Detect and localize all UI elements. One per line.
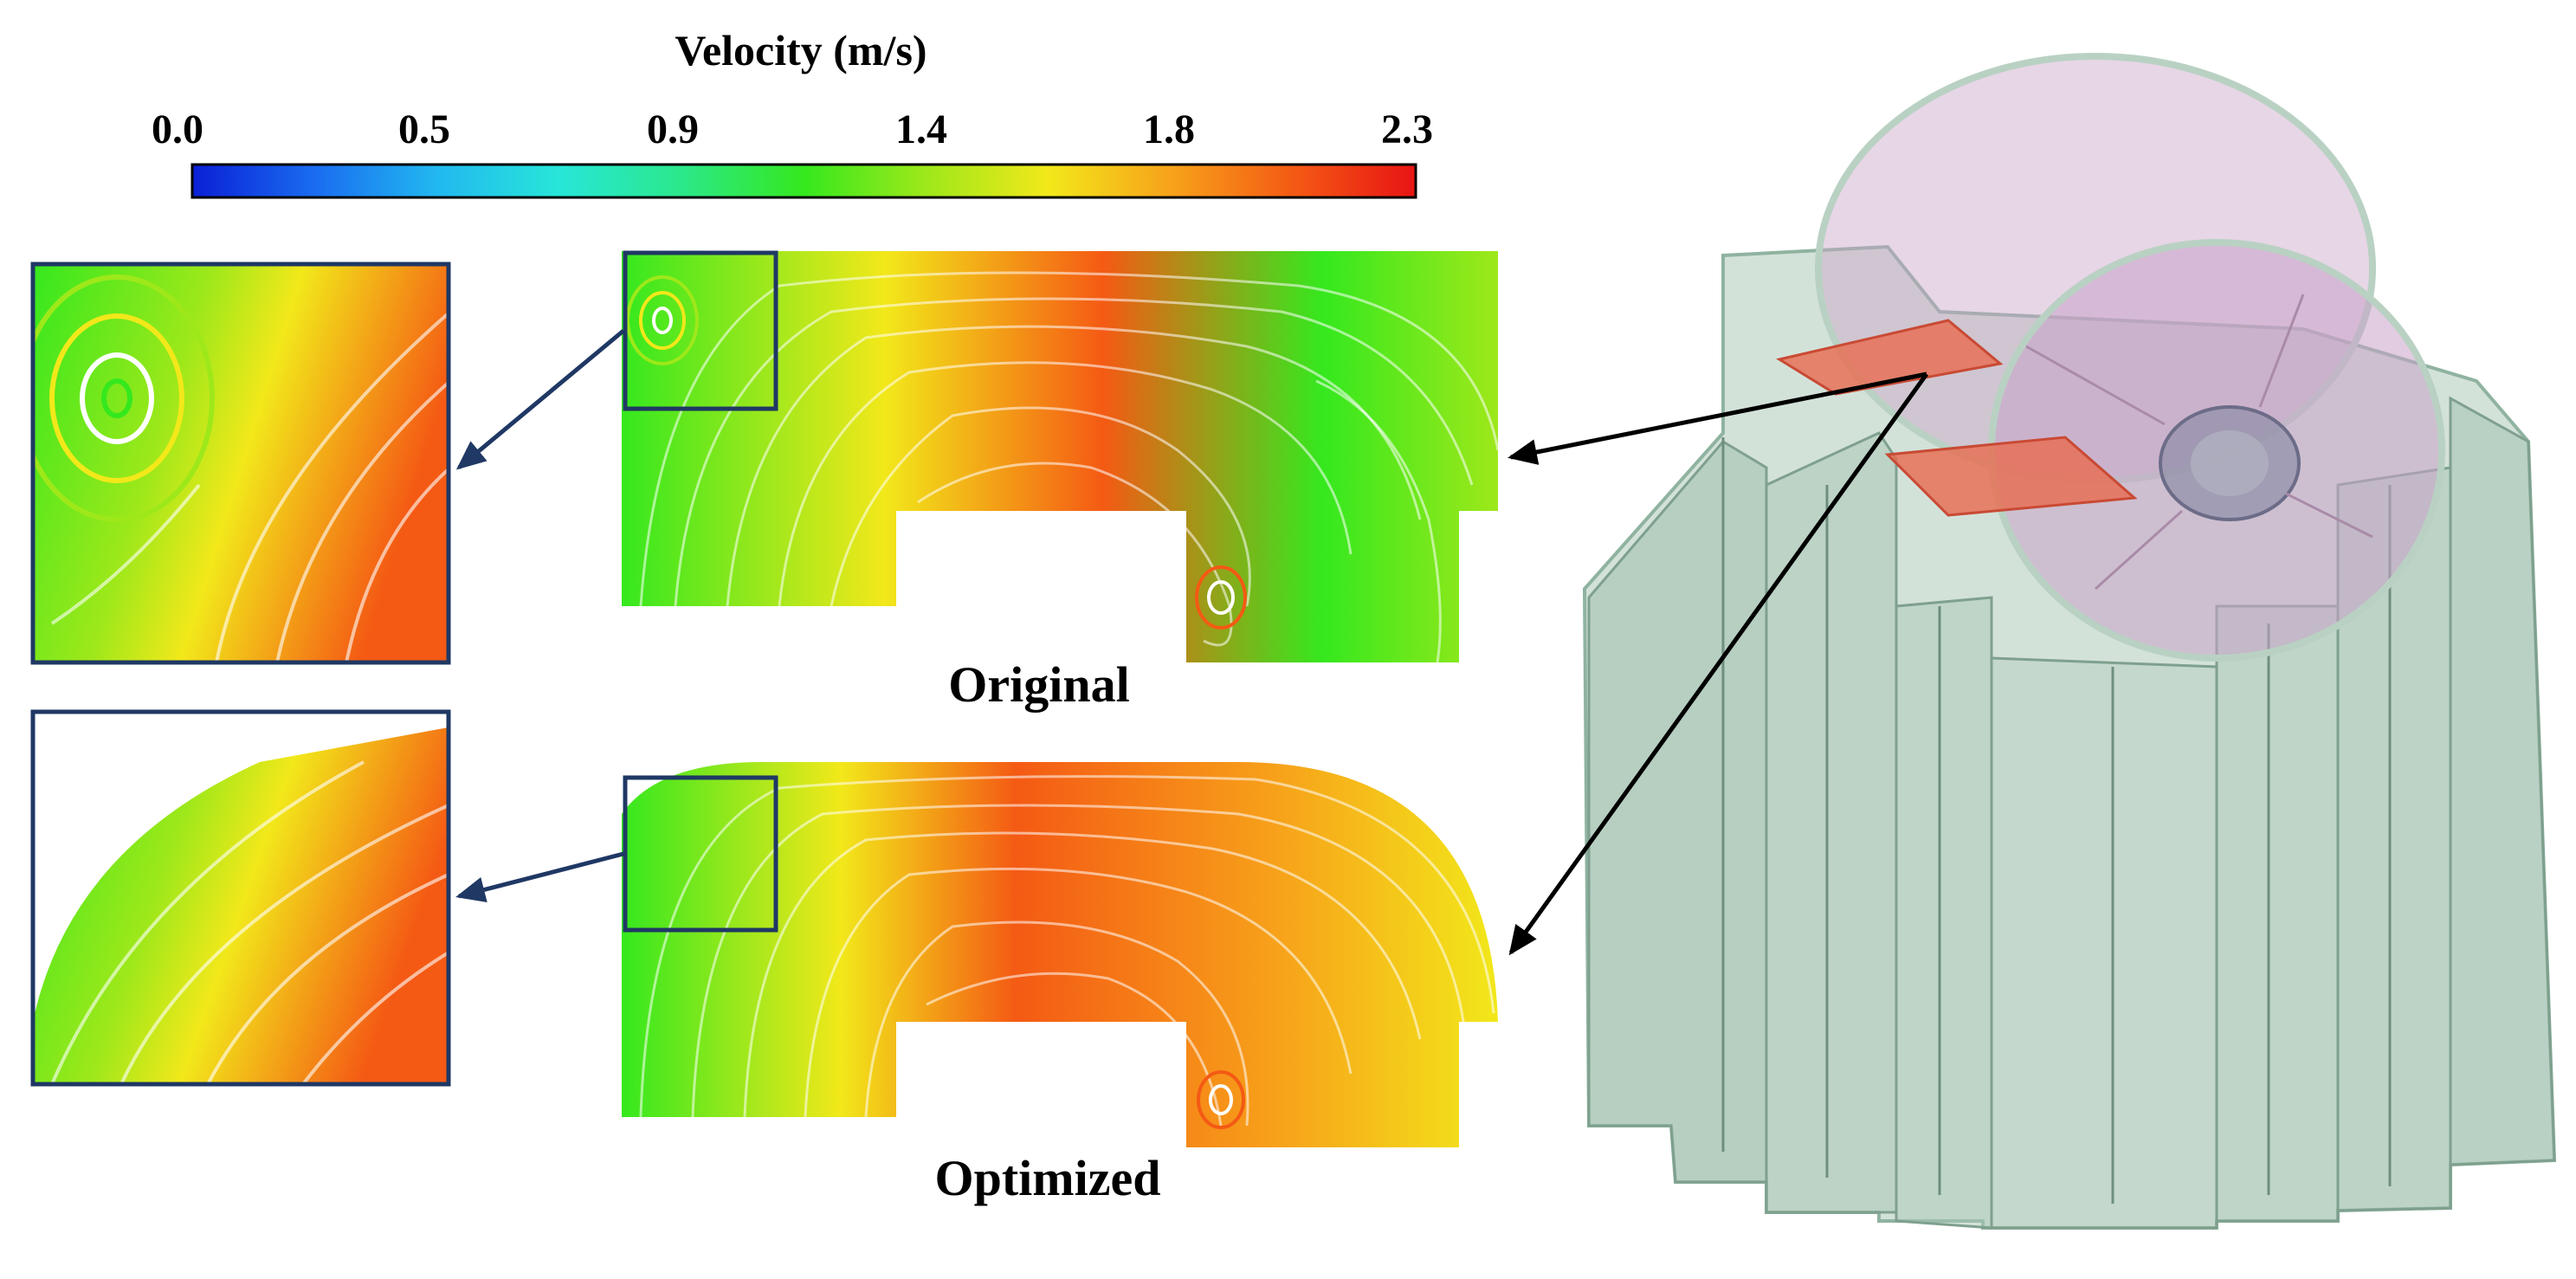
- colorbar-tick-2: 0.9: [647, 107, 699, 152]
- pointer-arrow-original: [1508, 371, 1927, 465]
- colorbar: Velocity (m/s) 0.0 0.5 0.9 1.4 1.8 2.3: [152, 26, 1433, 199]
- section-plane-upper: [1776, 319, 2004, 396]
- colorbar-tick-5: 2.3: [1381, 107, 1433, 152]
- original-vortex-topleft: [626, 275, 699, 365]
- zoom-arrows: [455, 329, 625, 903]
- optimized-zoom-frame: [623, 775, 778, 933]
- outlet-channels: [1587, 396, 2556, 1230]
- zoom-arrow-original: [455, 329, 625, 470]
- zoom-arrow-optimized: [455, 851, 624, 903]
- colorbar-tick-0: 0.0: [152, 107, 203, 152]
- colorbar-tick-3: 1.4: [895, 107, 947, 152]
- original-label: Original: [948, 656, 1129, 713]
- original-zoom-frame: [623, 250, 778, 411]
- original-streamlines: [639, 271, 1498, 662]
- impeller-housing: [1815, 53, 2445, 662]
- channel-edges: [1721, 437, 2392, 1204]
- optimized-zoom-inset: [30, 709, 451, 1087]
- section-plane-lower: [1884, 436, 2138, 517]
- cross-section-planes: [1776, 319, 2138, 517]
- original-vortex-bottom: [1195, 565, 1247, 630]
- optimized-label: Optimized: [935, 1150, 1161, 1206]
- original-streamline-panel: Original: [622, 250, 1498, 713]
- colorbar-tick-1: 0.5: [398, 107, 450, 152]
- optimized-vortex-bottom: [1197, 1070, 1245, 1129]
- pointer-arrows: [1508, 371, 1929, 956]
- optimized-streamlines: [639, 775, 1495, 1127]
- colorbar-tick-4: 1.8: [1143, 107, 1195, 152]
- colorbar-ticks: 0.0 0.5 0.9 1.4 1.8 2.3: [152, 107, 1433, 152]
- optimized-streamline-panel: Optimized: [622, 762, 1498, 1206]
- colorbar-title: Velocity (m/s): [675, 26, 926, 74]
- original-zoom-inset: [30, 262, 451, 665]
- pointer-arrow-optimized: [1508, 372, 1929, 956]
- colorbar-bar: [190, 163, 1417, 199]
- pump-3d-model: [1582, 53, 2557, 1230]
